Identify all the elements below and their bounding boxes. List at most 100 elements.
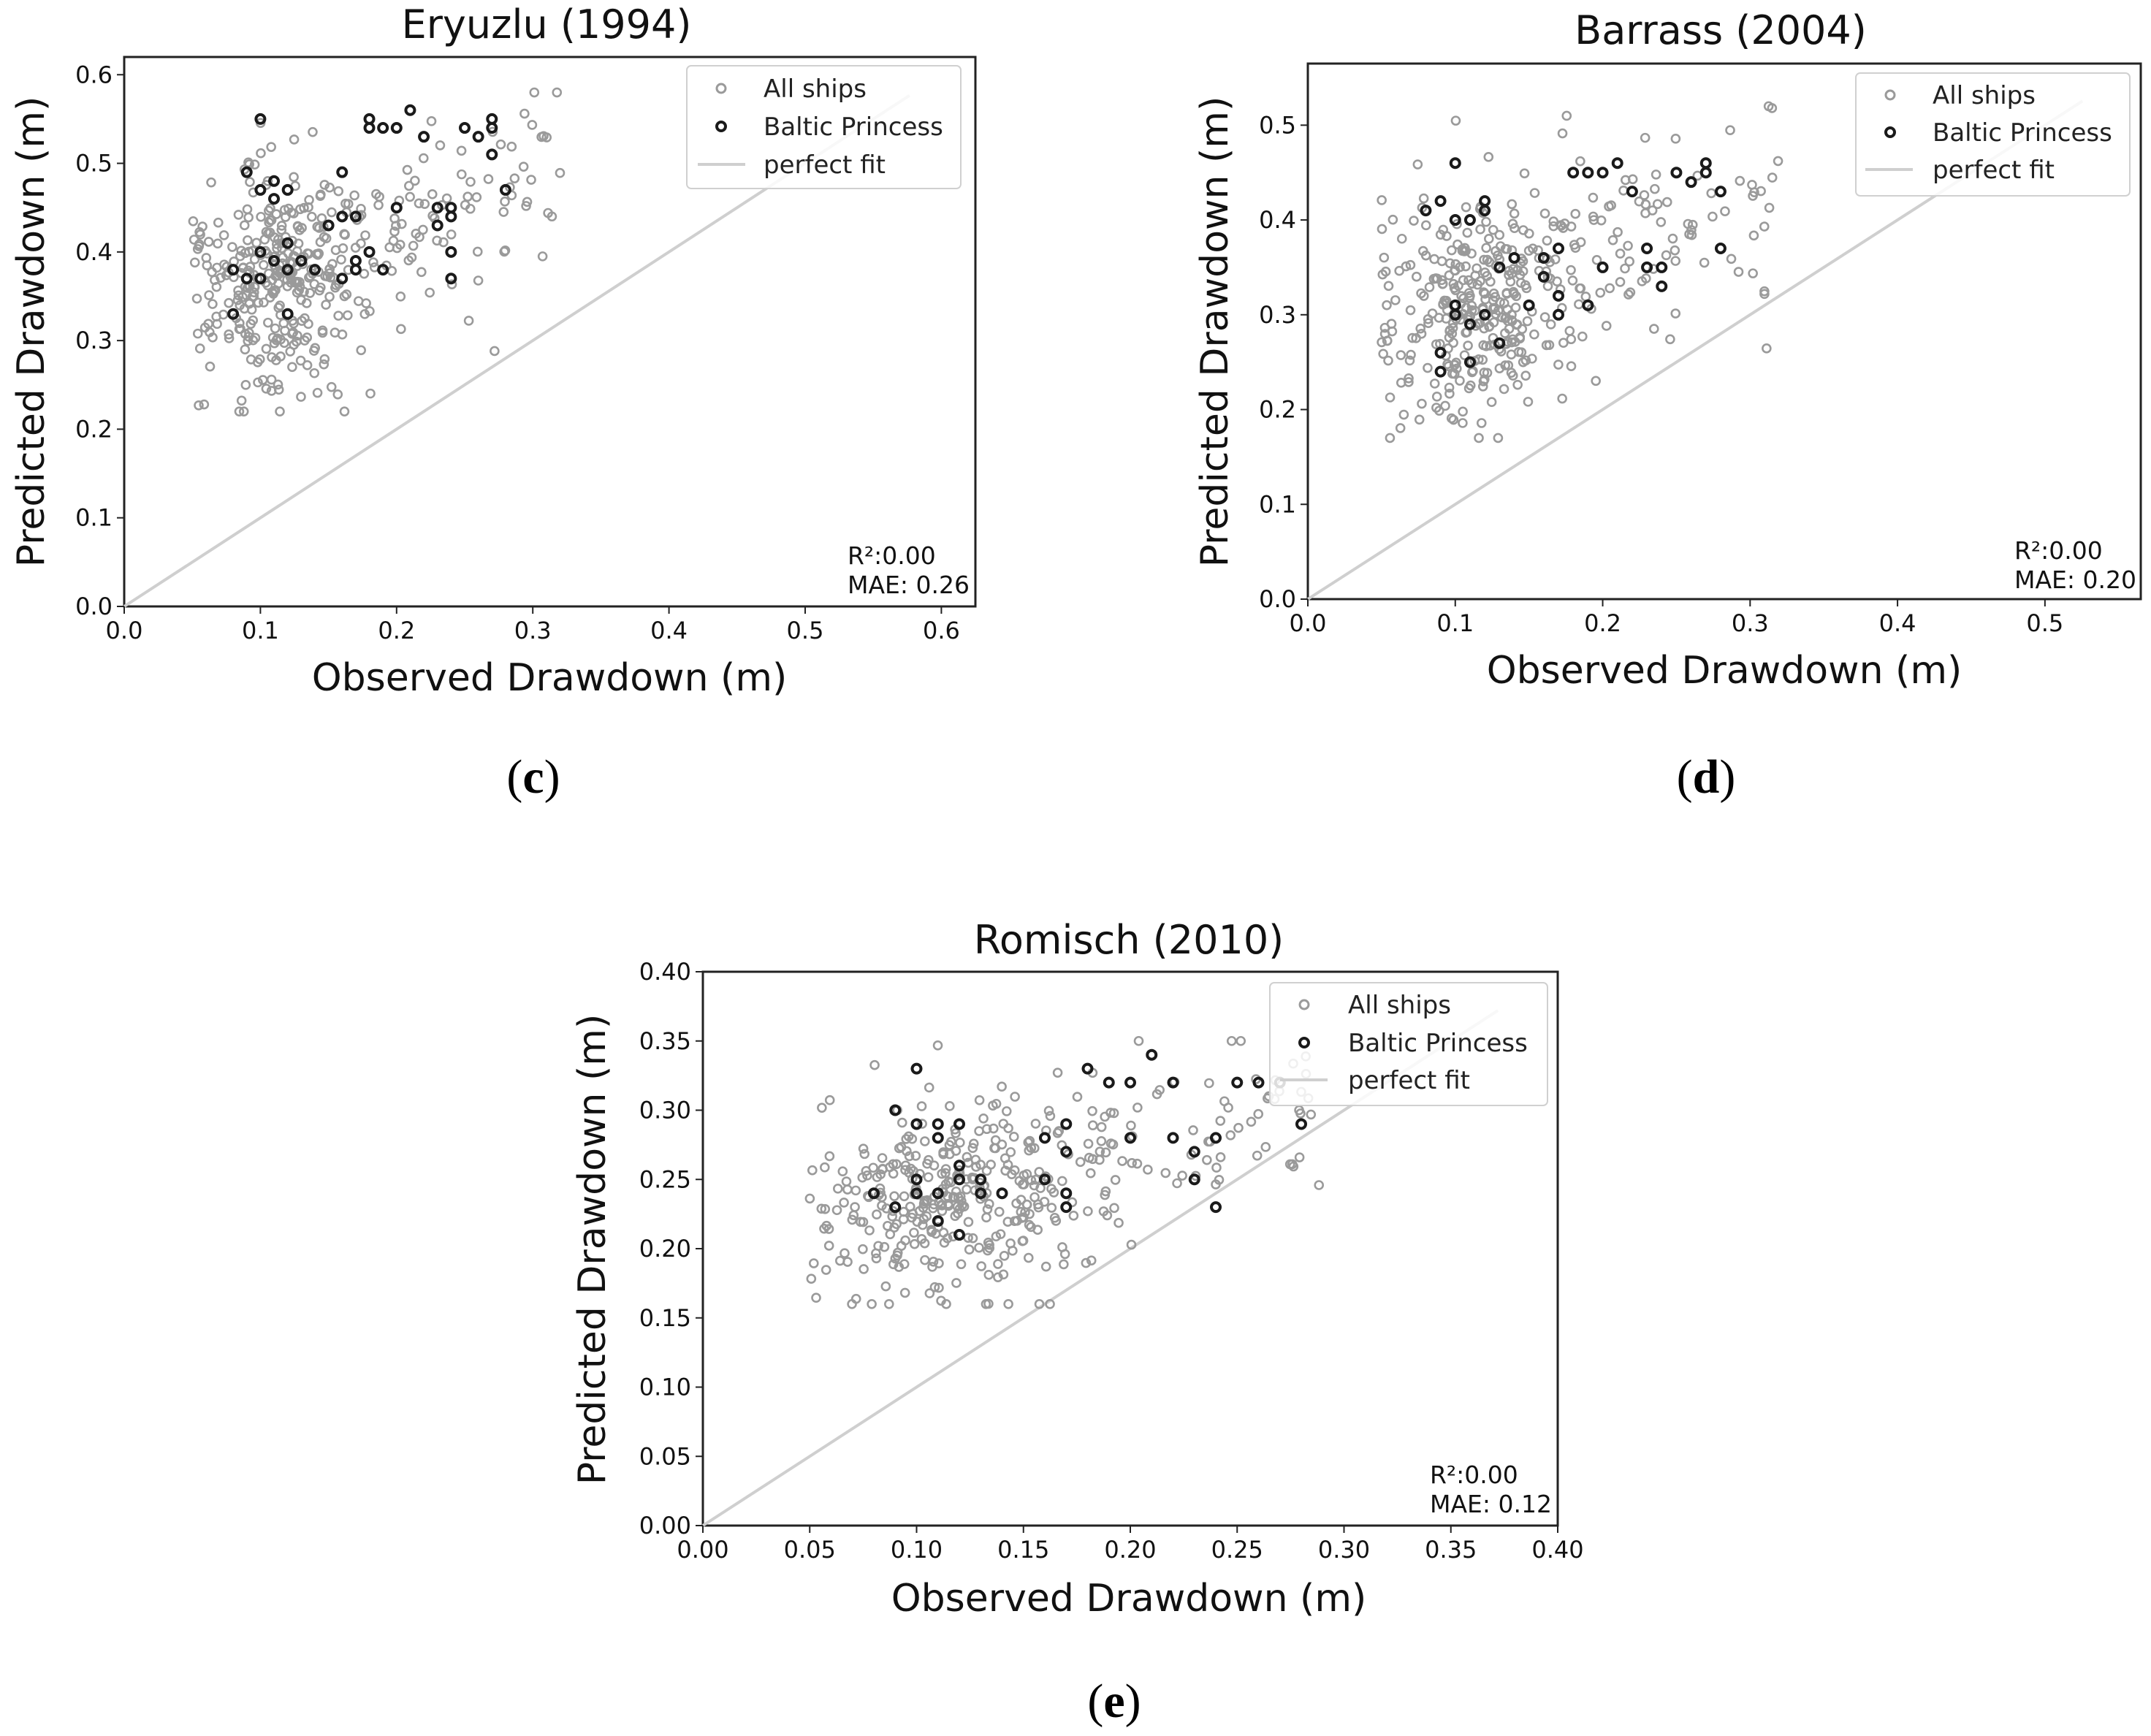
all-ships-point (1057, 1242, 1067, 1252)
all-ships-point (286, 208, 297, 218)
all-ships-point (899, 1206, 909, 1217)
baltic-princess-point (1714, 242, 1726, 254)
panel-caption-d: (d) (1677, 750, 1736, 804)
all-ships-point (1544, 340, 1555, 350)
mae-label: MAE: 0.20 (2014, 566, 2136, 594)
all-ships-point (271, 239, 282, 249)
all-ships-point (192, 244, 203, 254)
chart-panel-e: Romisch (2010) 0.00 0.05 0.10 0.15 0.20 0.25 0… (571, 917, 1584, 1621)
x-tick-label: 0.15 (997, 1536, 1049, 1564)
all-ships-point (1458, 406, 1468, 417)
all-ships-point (291, 278, 302, 289)
baltic-princess-point (1124, 1076, 1136, 1089)
baltic-princess-point (868, 1187, 880, 1200)
all-ships-point (237, 262, 248, 273)
all-ships-point (1377, 224, 1387, 235)
all-ships-point (218, 230, 229, 240)
baltic-princess-point (1449, 157, 1461, 170)
all-ships-point (1577, 331, 1588, 342)
all-ships-point (463, 316, 474, 326)
all-ships-point (1656, 217, 1667, 227)
y-tick-label: 0.5 (75, 150, 113, 178)
x-tick-label: 0.35 (1425, 1536, 1477, 1564)
x-axis-label: Observed Drawdown (m) (891, 1577, 1367, 1621)
all-ships-point (1236, 1035, 1246, 1046)
all-ships-point (975, 1194, 986, 1204)
all-ships-point (1686, 225, 1697, 235)
all-ships-point (1444, 389, 1455, 399)
all-ships-point (1087, 1154, 1098, 1165)
all-ships-point (253, 377, 263, 388)
all-ships-point (1442, 305, 1453, 316)
all-ships-point (1001, 1106, 1012, 1116)
baltic-princess-point (1537, 251, 1550, 264)
all-ships-point (245, 354, 256, 365)
y-tick-label: 0.6 (75, 61, 113, 88)
mae-label: MAE: 0.12 (1430, 1490, 1552, 1518)
all-ships-point (1117, 1156, 1127, 1166)
all-ships-point (1052, 1127, 1063, 1138)
all-ships-point (1132, 1158, 1143, 1169)
all-ships-point (1005, 1147, 1016, 1157)
all-ships-point (892, 1250, 902, 1261)
all-ships-point (1748, 268, 1758, 278)
all-ships-point (955, 1138, 965, 1148)
all-ships-point (811, 1293, 821, 1303)
all-ships-point (408, 240, 419, 251)
all-ships-point (391, 221, 401, 231)
all-ships-point (1483, 152, 1494, 162)
all-ships-point (983, 1298, 994, 1309)
all-ships-point (248, 315, 259, 326)
all-ships-point (356, 238, 366, 249)
all-ships-point (495, 139, 506, 150)
all-ships-point (872, 1209, 882, 1220)
all-ships-point (1081, 1257, 1092, 1268)
legend-label-all-ships: All ships (1933, 81, 2036, 110)
all-ships-point (907, 1212, 917, 1223)
all-ships-point (929, 1282, 940, 1293)
all-ships-point (1225, 1130, 1236, 1141)
all-ships-point (998, 1119, 1009, 1129)
all-ships-point (1019, 1179, 1029, 1189)
baltic-princess-point (1582, 167, 1594, 179)
all-ships-point (1447, 245, 1457, 256)
all-ships-point (823, 1224, 834, 1234)
legend-label-all-ships: All ships (1348, 991, 1451, 1020)
all-ships-point (1623, 289, 1634, 300)
all-ships-point (974, 1242, 984, 1253)
all-ships-point (203, 237, 214, 247)
all-ships-point (900, 1160, 911, 1171)
all-ships-point (259, 259, 269, 270)
all-ships-point (837, 1166, 848, 1177)
all-ships-point (1499, 298, 1509, 308)
all-ships-point (240, 344, 251, 355)
all-ships-point (1382, 335, 1393, 346)
all-ships-point (1545, 273, 1556, 283)
all-ships-point (1132, 1103, 1143, 1113)
all-ships-point (963, 1217, 974, 1227)
all-ships-point (1457, 245, 1468, 256)
all-ships-point (1096, 1136, 1107, 1146)
all-ships-point (1008, 1132, 1019, 1142)
all-ships-point (945, 1149, 955, 1160)
all-ships-point (904, 1151, 915, 1162)
all-ships-point (1523, 397, 1534, 407)
legend-marker-all-ships (715, 83, 727, 94)
legend: All ships Baltic Princess perfect fit (686, 65, 962, 189)
x-axis-label: Observed Drawdown (m) (1487, 649, 1962, 693)
all-ships-point (1515, 333, 1526, 344)
all-ships-point (292, 221, 303, 232)
all-ships-point (425, 287, 435, 298)
legend-box (1855, 72, 2131, 197)
all-ships-point (340, 198, 351, 209)
all-ships-point (1463, 275, 1474, 286)
all-ships-point (1449, 359, 1460, 370)
all-ships-point (899, 1191, 910, 1202)
legend-marker-baltic-princess (1298, 1037, 1310, 1048)
all-ships-point (967, 1143, 978, 1154)
all-ships-point (988, 1100, 998, 1111)
all-ships-point (862, 1170, 872, 1181)
all-ships-point (1566, 361, 1577, 372)
all-ships-point (1477, 354, 1488, 365)
y-tick-label: 0.40 (639, 958, 691, 986)
